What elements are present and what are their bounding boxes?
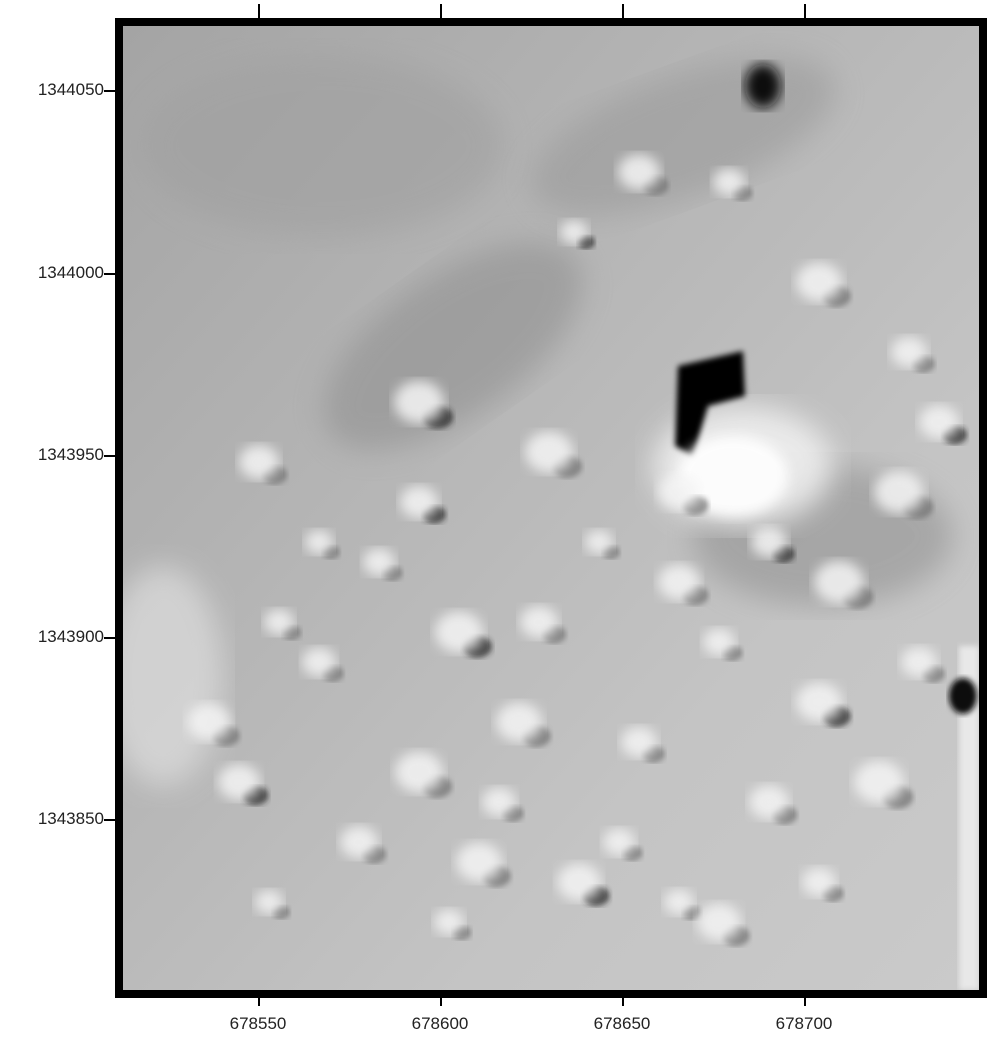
mound-highlight [302,647,336,677]
x-tick-label: 678650 [593,1014,651,1033]
y-tick-label: 1344050 [37,80,104,99]
y-tick [104,819,116,821]
mound-highlight [919,405,959,439]
mound-highlight [557,863,601,901]
x-tick-top [804,4,806,20]
mound-highlight [400,485,438,519]
mound-highlight [394,380,444,424]
mound-highlight [560,220,588,244]
mound-highlight [621,726,657,758]
mound-highlight [664,889,694,915]
mound-highlight [585,530,613,554]
y-tick [104,455,116,457]
mound-highlight [525,431,573,473]
mound-highlight [482,787,516,817]
dark-depression [675,351,745,456]
mound-highlight [218,764,260,800]
mound-highlight [802,867,836,897]
mound-highlight [749,785,789,819]
mound-highlight [874,470,924,514]
y-tick-label: 1344000 [37,263,104,282]
hillshade-terrain [123,26,979,990]
mound-highlight [496,702,542,742]
mound-highlight [255,890,283,914]
x-tick-top [622,4,624,20]
mound-highlight [239,445,279,479]
mound-highlight [751,526,787,558]
x-tick-top [258,4,260,20]
mound-highlight [901,646,937,678]
mound-highlight [456,842,502,882]
y-tick [104,273,116,275]
mound-highlight [618,154,660,190]
mound-highlight [305,530,333,554]
x-tick-label: 678700 [775,1014,833,1033]
mound-highlight [697,903,741,941]
mound-highlight [891,336,927,368]
mound-highlight [395,751,443,793]
mound-highlight [340,825,378,859]
mound-highlight [796,682,842,722]
mound-highlight [187,703,231,741]
y-tick [104,637,116,639]
x-tick-bottom [440,996,442,1006]
mound-highlight [796,262,842,302]
mound-highlight [658,564,700,600]
y-tick-label: 1343850 [37,809,104,828]
x-tick-label: 678600 [411,1014,469,1033]
mound-highlight [854,760,904,804]
mound-highlight [603,828,635,856]
mound-highlight [363,548,395,576]
y-tick-label: 1343900 [37,627,104,646]
mound-highlight [520,605,558,639]
mound-highlight [814,560,864,604]
mound-highlight [703,628,735,656]
y-tick-label: 1343950 [37,445,104,464]
mound-highlight [435,611,483,653]
hillshade-map-frame [115,18,987,998]
mound-highlight [713,168,745,196]
x-tick-bottom [622,996,624,1006]
x-tick-bottom [804,996,806,1006]
terrain-mounds [187,154,967,946]
mound-highlight [264,609,294,635]
y-tick [104,90,116,92]
mound-highlight [434,909,464,935]
x-tick-label: 678550 [229,1014,287,1033]
x-tick-top [440,4,442,20]
x-tick-bottom [258,996,260,1006]
mound-highlight [658,474,700,510]
